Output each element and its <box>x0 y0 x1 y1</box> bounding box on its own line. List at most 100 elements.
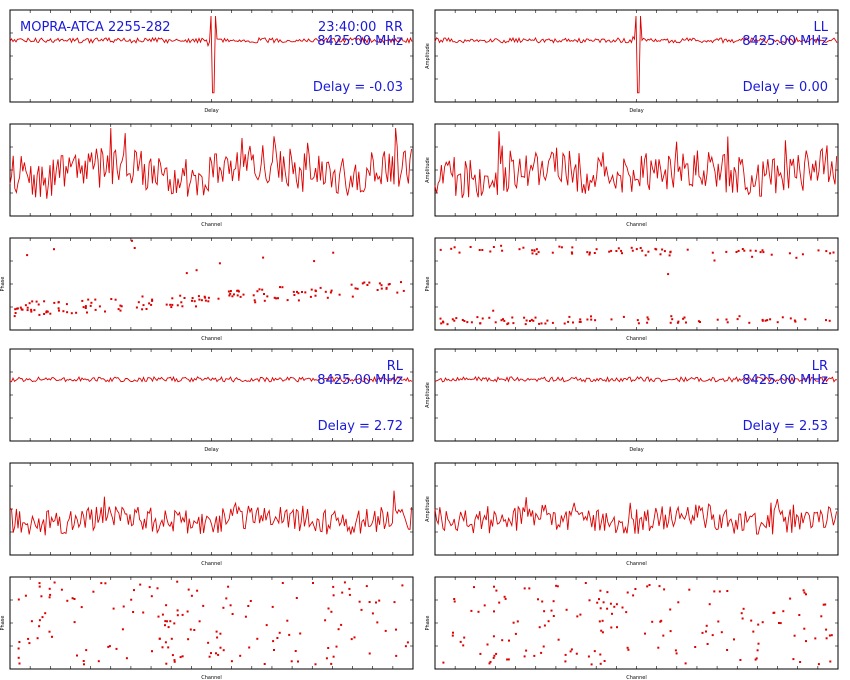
phase-point <box>400 281 402 284</box>
phase-point <box>502 318 504 321</box>
phase-point <box>151 650 153 653</box>
phase-point <box>236 289 239 292</box>
phase-point <box>644 254 647 257</box>
phase-point <box>271 605 274 608</box>
phase-point <box>552 615 555 617</box>
phase-point <box>610 249 613 252</box>
phase-point <box>817 663 820 666</box>
phase-point <box>829 660 832 663</box>
phase-point <box>588 251 591 254</box>
phase-point <box>171 297 174 300</box>
phase-point <box>371 612 374 615</box>
phase-point <box>646 321 649 324</box>
phase-point <box>51 635 53 638</box>
phase-point <box>66 599 69 602</box>
phase-point <box>148 586 151 589</box>
phase-point <box>252 294 255 297</box>
phase-point <box>647 250 650 253</box>
phase-point <box>165 662 168 665</box>
phase-point <box>281 286 284 289</box>
phase-point <box>167 646 170 649</box>
phase-point <box>330 289 333 292</box>
phase-point <box>343 581 346 584</box>
phase-point <box>181 613 184 616</box>
phase-point <box>94 298 97 301</box>
phase-point <box>17 656 20 659</box>
phase-point <box>173 622 176 625</box>
phase-point <box>30 620 33 623</box>
phase-point <box>470 609 473 612</box>
phase-point <box>705 630 707 633</box>
phase-point <box>741 248 744 250</box>
phase-point <box>627 648 630 651</box>
delay-trace <box>9 15 413 94</box>
phase-point <box>610 318 613 321</box>
phase-point <box>329 291 332 294</box>
phase-point <box>530 318 533 321</box>
phase-point <box>30 308 33 311</box>
phase-point <box>761 621 764 624</box>
phase-point <box>781 316 784 319</box>
phase-point <box>263 299 266 302</box>
phase-point <box>92 590 95 593</box>
x-axis-label: Channel <box>626 675 647 680</box>
phase-point <box>622 315 625 318</box>
polarization-label: LR <box>812 359 828 374</box>
phase-point <box>535 248 538 251</box>
phase-point <box>596 601 599 604</box>
phase-point <box>565 608 568 611</box>
phase-point <box>133 247 136 249</box>
phase-point <box>217 653 220 656</box>
phase-point <box>312 582 314 584</box>
phase-point <box>533 654 536 657</box>
phase-point <box>133 589 135 592</box>
phase-point <box>104 582 107 585</box>
phase-point <box>489 660 492 663</box>
delay-trace <box>434 15 838 94</box>
phase-point <box>115 647 118 650</box>
phase-point <box>451 634 454 637</box>
phase-point <box>725 250 728 253</box>
delay-value-label: Delay = -0.03 <box>313 80 403 95</box>
phase-point <box>84 305 87 308</box>
phase-point <box>805 640 807 643</box>
phase-point <box>402 289 405 292</box>
phase-point <box>626 591 629 594</box>
phase-point <box>590 318 593 321</box>
phase-point <box>161 613 164 616</box>
phase-point <box>697 320 700 323</box>
phase-point <box>388 283 391 285</box>
phase-point <box>769 318 772 321</box>
phase-point <box>119 304 122 307</box>
frequency-label: 8425.00 MHz <box>742 373 828 388</box>
phase-point <box>219 632 222 635</box>
phase-point <box>104 310 106 313</box>
phase-point <box>525 319 528 322</box>
phase-point <box>481 249 484 251</box>
phase-point <box>825 637 828 640</box>
phase-point <box>717 620 720 623</box>
phase-point <box>537 251 540 254</box>
phase-point <box>699 321 701 323</box>
phase-point <box>825 628 828 631</box>
phase-point <box>564 653 567 656</box>
phase-point <box>617 247 620 250</box>
phase-point <box>193 300 196 303</box>
phase-point <box>216 636 219 639</box>
phase-point <box>770 253 773 256</box>
phase-point <box>376 621 379 624</box>
phase-point <box>286 619 289 622</box>
phase-point <box>543 624 546 627</box>
phase-point <box>293 294 296 296</box>
x-axis-label: Channel <box>626 336 647 342</box>
phase-point <box>524 323 527 326</box>
phase-point <box>498 601 501 604</box>
phase-point <box>602 601 605 604</box>
phase-point <box>476 316 479 319</box>
phase-point <box>393 601 396 604</box>
phase-point <box>736 318 739 321</box>
phase-point <box>822 603 825 606</box>
phase-point <box>608 250 611 253</box>
phase-point <box>531 249 534 252</box>
